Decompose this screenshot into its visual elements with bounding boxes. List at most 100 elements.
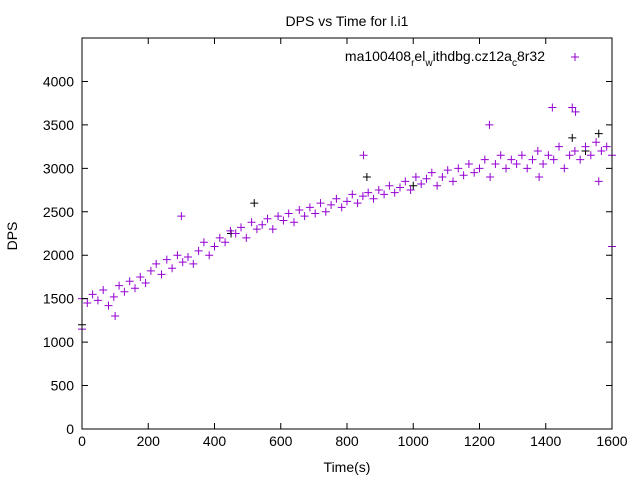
- data-point: [231, 229, 240, 238]
- data-point: [385, 181, 394, 190]
- legend-part: ma100408: [345, 48, 411, 64]
- y-tick-label: 1500: [43, 291, 74, 307]
- data-point: [374, 186, 383, 195]
- data-point: [362, 173, 371, 182]
- data-point: [454, 164, 463, 173]
- data-point: [189, 259, 198, 268]
- data-point: [210, 242, 219, 251]
- data-point: [311, 209, 320, 218]
- y-tick-label: 4000: [43, 73, 74, 89]
- data-point: [571, 107, 580, 116]
- plot-frame: [81, 37, 613, 430]
- data-point: [343, 197, 351, 206]
- legend-part: 8r32: [517, 48, 545, 64]
- data-point: [528, 155, 537, 164]
- data-point: [305, 203, 314, 212]
- data-point: [284, 209, 293, 218]
- data-point: [594, 129, 603, 138]
- data-point: [178, 258, 187, 267]
- data-point: [162, 255, 171, 264]
- data-point: [544, 151, 553, 160]
- legend-label: ma100408relwithdbg.cz12ac8r32: [345, 48, 545, 69]
- data-point: [568, 103, 577, 112]
- data-point: [242, 233, 251, 242]
- data-point: [533, 146, 542, 155]
- data-point: [120, 287, 129, 296]
- x-tick-label: 400: [203, 433, 227, 449]
- data-point: [464, 159, 473, 168]
- data-point: [517, 151, 526, 160]
- x-tick-label: 1000: [398, 433, 429, 449]
- data-point: [348, 190, 357, 199]
- data-point: [549, 155, 558, 164]
- data-point: [332, 194, 341, 203]
- data-point: [592, 138, 601, 147]
- data-point: [247, 218, 256, 227]
- data-point: [327, 200, 336, 209]
- data-point: [570, 146, 579, 155]
- data-point: [125, 277, 134, 286]
- data-point: [295, 206, 304, 215]
- data-point: [459, 171, 468, 180]
- data-point: [502, 164, 510, 173]
- y-tick-label: 2500: [43, 204, 74, 220]
- data-point: [512, 159, 521, 168]
- data-point: [411, 173, 420, 182]
- data-point: [152, 259, 161, 268]
- data-point: [199, 238, 208, 247]
- data-point: [523, 164, 532, 173]
- data-point: [597, 146, 606, 155]
- data-point: [427, 168, 436, 177]
- data-point: [141, 279, 150, 288]
- data-point: [177, 212, 186, 221]
- data-point: [568, 133, 577, 142]
- data-point: [443, 166, 452, 175]
- x-tick-label: 800: [335, 433, 359, 449]
- data-point: [548, 103, 557, 112]
- data-point: [369, 194, 378, 203]
- data-point: [99, 285, 108, 294]
- data-point: [252, 225, 261, 234]
- x-tick-label: 1200: [464, 433, 495, 449]
- legend-part-sub: r: [411, 58, 415, 69]
- legend-part-sub: w: [424, 58, 433, 69]
- data-point: [194, 246, 203, 255]
- data-point: [486, 173, 495, 182]
- data-point: [104, 301, 113, 310]
- data-point: [321, 207, 330, 216]
- data-point: [88, 290, 97, 299]
- data-point: [406, 186, 415, 195]
- data-point: [359, 151, 368, 160]
- data-point: [496, 151, 505, 160]
- x-axis-label: Time(s): [324, 459, 371, 475]
- x-tick-label: 1600: [596, 433, 627, 449]
- data-point: [358, 192, 367, 201]
- y-tick-label: 500: [51, 378, 75, 394]
- data-point: [364, 188, 373, 197]
- data-point: [300, 212, 309, 221]
- legend-part-sub: c: [512, 58, 517, 69]
- data-point: [475, 164, 484, 173]
- chart-title: DPS vs Time for l.i1: [286, 13, 409, 29]
- data-point: [565, 151, 574, 160]
- data-point: [268, 225, 277, 234]
- data-point: [433, 181, 442, 190]
- data-point: [250, 199, 259, 208]
- data-point: [380, 190, 389, 199]
- data-point: [422, 174, 431, 183]
- y-tick-label: 3000: [43, 160, 74, 176]
- data-point: [157, 270, 166, 279]
- data-point: [581, 142, 590, 151]
- legend-part: ithdbg.cz12a: [433, 48, 513, 64]
- data-point: [221, 238, 230, 247]
- data-point: [263, 214, 272, 223]
- data-point: [491, 159, 500, 168]
- legend: ma100408relwithdbg.cz12ac8r32: [345, 48, 579, 69]
- data-point: [184, 252, 192, 261]
- y-axis-label: DPS: [4, 222, 20, 251]
- y-tick-label: 3500: [43, 117, 74, 133]
- x-tick-label: 600: [269, 433, 293, 449]
- legend-marker-plus: [571, 53, 579, 61]
- data-point: [401, 177, 410, 186]
- data-point: [136, 272, 145, 281]
